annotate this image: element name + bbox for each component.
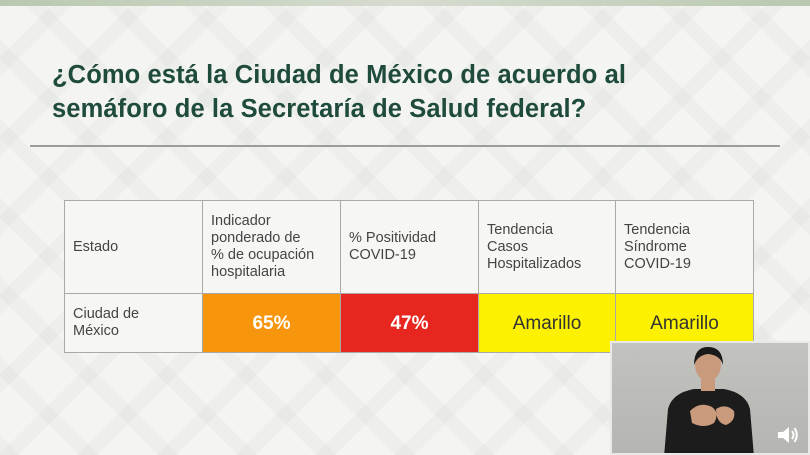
header-sindrome-line-2: Síndrome <box>624 238 687 255</box>
header-ocupacion-line-4: hospitalaria <box>211 264 286 280</box>
sign-language-interpreter-video <box>610 341 810 455</box>
header-hospitalizados-line-1: Tendencia <box>487 221 554 238</box>
header-sindrome-line-3: COVID-19 <box>624 255 691 272</box>
table-header-row: Estado Indicador ponderado de % de ocupa… <box>64 200 754 294</box>
title-divider <box>30 145 780 147</box>
header-ocupacion: Indicador ponderado de % de ocupación ho… <box>202 200 341 294</box>
cell-hospitalizados-value: Amarillo <box>478 293 616 353</box>
header-sindrome: Tendencia Síndrome COVID-19 <box>615 200 754 294</box>
slide-title-line-1: ¿Cómo está la Ciudad de México de acuerd… <box>52 61 627 89</box>
header-estado: Estado <box>64 200 203 294</box>
header-positividad: % Positividad COVID-19 <box>340 200 479 294</box>
header-estado-text: Estado <box>73 238 119 255</box>
semaforo-table: Estado Indicador ponderado de % de ocupa… <box>64 200 754 353</box>
cell-estado-line-1: Ciudad de <box>73 306 140 322</box>
interpreter-figure <box>664 347 754 453</box>
header-positividad-line-2: COVID-19 <box>349 247 416 263</box>
header-hospitalizados-line-3: Hospitalizados <box>487 255 582 272</box>
cell-estado: Ciudad de México <box>64 293 203 353</box>
header-ocupacion-line-3: % de ocupación <box>211 247 315 263</box>
cell-positividad-value: 47% <box>340 293 479 353</box>
cell-estado-line-2: México <box>73 323 119 339</box>
slide-title-line-2: semáforo de la Secretaría de Salud feder… <box>52 95 587 123</box>
slide-title: ¿Cómo está la Ciudad de México de acuerd… <box>52 58 772 126</box>
cell-ocupacion-value: 65% <box>202 293 341 353</box>
header-positividad-line-1: % Positividad <box>349 230 437 246</box>
speaker-volume-icon[interactable] <box>776 424 800 446</box>
header-hospitalizados: Tendencia Casos Hospitalizados <box>478 200 616 294</box>
header-ocupacion-line-2: ponderado de <box>211 230 301 246</box>
header-ocupacion-line-1: Indicador <box>211 213 271 229</box>
top-decor-strip <box>0 0 810 6</box>
header-sindrome-line-1: Tendencia <box>624 221 691 238</box>
header-hospitalizados-line-2: Casos <box>487 238 529 255</box>
